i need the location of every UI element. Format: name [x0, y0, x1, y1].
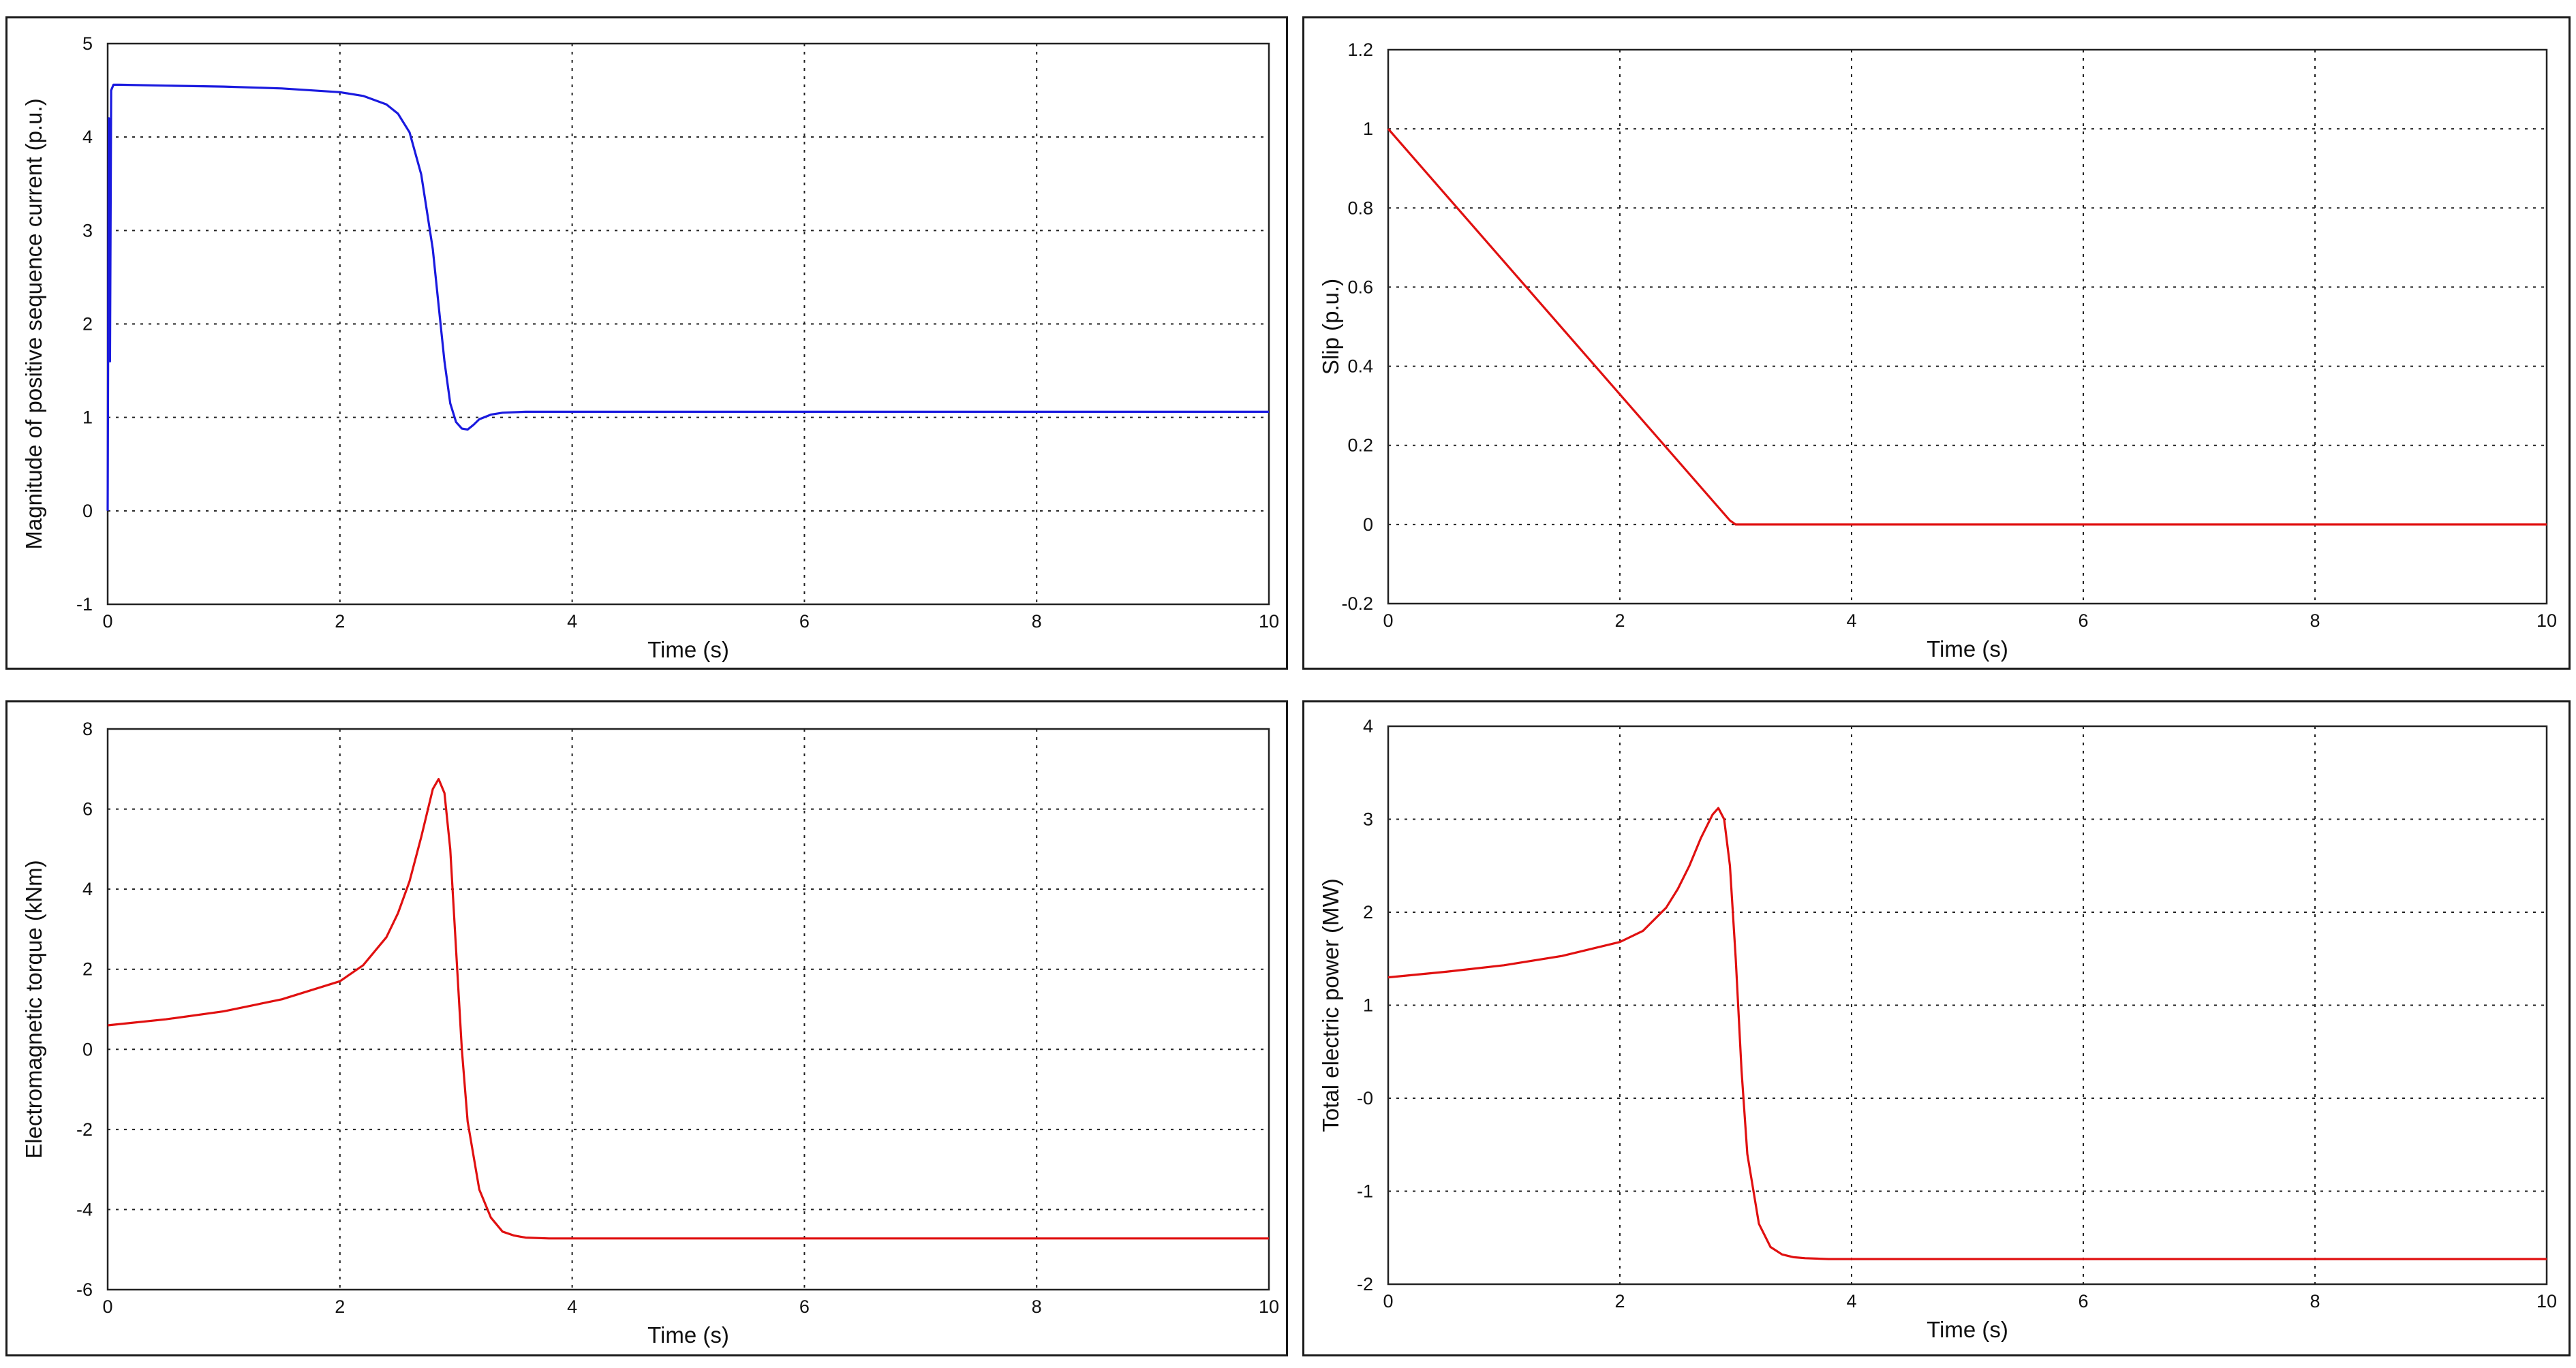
y-axis-title: Electromagnetic torque (kNm)	[21, 860, 46, 1158]
x-axis-title: Time (s)	[647, 1322, 729, 1348]
x-tick-label: 10	[2536, 610, 2557, 631]
y-tick-label: -2	[76, 1119, 93, 1140]
y-tick-label: -1	[76, 594, 93, 615]
x-tick-label: 8	[2310, 1291, 2320, 1311]
x-tick-label: 2	[1614, 610, 1625, 631]
y-axis-title: Slip (p.u.)	[1318, 279, 1343, 375]
y-tick-label: -0	[1357, 1088, 1373, 1108]
y-tick-label: 4	[1363, 716, 1373, 736]
x-tick-label: 8	[1032, 611, 1042, 632]
x-tick-label: 10	[1259, 611, 1279, 632]
x-tick-label: 8	[1032, 1296, 1042, 1317]
y-tick-label: 1.2	[1347, 40, 1373, 60]
y-tick-label: 2	[1363, 902, 1373, 922]
y-tick-label: 1	[1363, 995, 1373, 1016]
y-tick-label: 0.2	[1347, 435, 1373, 456]
series-line	[1387, 128, 2547, 526]
x-tick-label: 4	[1846, 610, 1856, 631]
y-tick-label: 2	[82, 314, 93, 335]
y-tick-label: -2	[1357, 1274, 1373, 1294]
plot-area-frame	[1387, 48, 2548, 605]
chart-panel-current: 0 2 4 6 8 10 -1 0 1 2 3 4 5 Time (s) Magnitude of posi…	[5, 16, 1288, 670]
x-axis-title: Time (s)	[1927, 636, 2008, 662]
x-tick-label: 0	[102, 1296, 112, 1317]
plot-area-frame	[106, 728, 1270, 1291]
x-tick-label: 8	[2310, 610, 2320, 631]
y-tick-label: 3	[82, 220, 93, 240]
x-tick-label: 6	[2078, 610, 2088, 631]
x-axis-title: Time (s)	[1927, 1317, 2008, 1342]
y-tick-label: 0	[82, 1039, 93, 1059]
y-tick-label: -4	[76, 1199, 93, 1219]
y-tick-label: 1	[1363, 119, 1373, 139]
chart-panel-power: 0 2 4 6 8 10 -2 -1 -0 1 2 3 4 Time (s) Total electric …	[1302, 700, 2571, 1356]
x-tick-label: 2	[335, 1296, 345, 1317]
y-tick-label: 8	[82, 719, 93, 739]
y-tick-label: 0.4	[1347, 356, 1373, 377]
x-tick-label: 6	[799, 611, 810, 632]
series-line	[106, 83, 1269, 511]
y-tick-label: 0	[82, 501, 93, 521]
plot-area-frame	[1387, 725, 2548, 1286]
x-tick-label: 10	[2536, 1291, 2557, 1311]
x-tick-label: 6	[799, 1296, 810, 1317]
y-axis-title: Total electric power (MW)	[1318, 878, 1343, 1132]
y-tick-label: 6	[82, 799, 93, 820]
chart-panel-slip: 0 2 4 6 8 10 -0.2 0 0.2 0.4 0.6 0.8 1 1.2 Time (s) Slip…	[1302, 16, 2571, 670]
chart-current: 0 2 4 6 8 10 -1 0 1 2 3 4 5 Time (s) Magnitude of posi…	[21, 33, 1279, 662]
y-tick-label: 5	[82, 33, 93, 54]
x-tick-label: 6	[2078, 1291, 2088, 1311]
chart-panel-torque: 0 2 4 6 8 10 -6 -4 -2 0 2 4 6 8 Time (s) Electromagneti…	[5, 700, 1288, 1356]
chart-torque: 0 2 4 6 8 10 -6 -4 -2 0 2 4 6 8 Time (s) Electromagneti…	[21, 719, 1279, 1348]
y-tick-label: -1	[1357, 1181, 1373, 1202]
x-tick-label: 10	[1259, 1296, 1279, 1317]
y-tick-label: 2	[82, 959, 93, 980]
y-tick-label: 1	[82, 407, 93, 428]
series-line	[1387, 807, 2547, 1260]
y-tick-label: 3	[1363, 809, 1373, 830]
chart-slip: 0 2 4 6 8 10 -0.2 0 0.2 0.4 0.6 0.8 1 1.2 Time (s) Slip…	[1318, 40, 2557, 662]
x-tick-label: 0	[1383, 1291, 1393, 1311]
y-tick-label: -0.2	[1341, 593, 1373, 614]
y-tick-label: 4	[82, 127, 93, 147]
x-tick-label: 0	[1383, 610, 1393, 631]
series-line	[107, 777, 1269, 1240]
y-axis-title: Magnitude of positive sequence current (…	[21, 98, 46, 549]
y-tick-label: -6	[76, 1279, 93, 1300]
x-axis-title: Time (s)	[647, 637, 729, 662]
y-tick-label: 4	[82, 879, 93, 899]
x-tick-label: 4	[567, 611, 577, 632]
y-tick-label: 0	[1363, 514, 1373, 535]
x-tick-label: 2	[1614, 1291, 1625, 1311]
x-tick-label: 4	[567, 1296, 577, 1317]
y-tick-label: 0.6	[1347, 277, 1373, 297]
chart-power: 0 2 4 6 8 10 -2 -1 -0 1 2 3 4 Time (s) Total electric …	[1318, 716, 2557, 1342]
x-tick-label: 0	[102, 611, 112, 632]
x-tick-label: 4	[1846, 1291, 1856, 1311]
y-tick-label: 0.8	[1347, 198, 1373, 218]
x-tick-label: 2	[335, 611, 345, 632]
